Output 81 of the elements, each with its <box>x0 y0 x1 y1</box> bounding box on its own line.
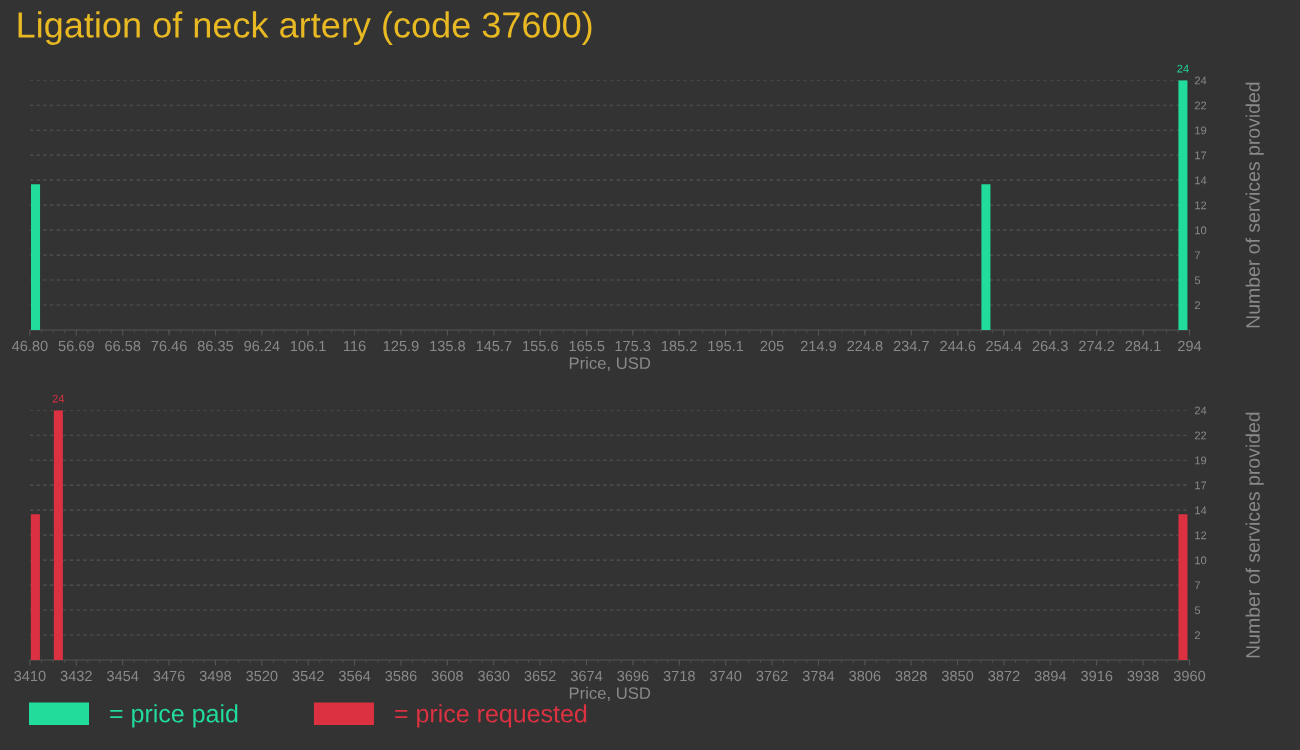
x-tick-label: 106.1 <box>290 340 326 352</box>
x-tick-label: 195.1 <box>708 340 744 352</box>
x-tick-label: 3872 <box>988 670 1020 682</box>
y-tick-label: 19 <box>1195 456 1207 465</box>
x-tick-label: 224.8 <box>847 340 883 352</box>
x-tick-label: 125.9 <box>383 340 419 352</box>
y-tick-label: 2 <box>1194 301 1200 310</box>
x-tick-label: 205 <box>760 340 784 352</box>
x-tick-label: 3916 <box>1081 670 1113 682</box>
x-tick-label: 3806 <box>849 670 881 682</box>
x-tick-label: 214.9 <box>800 340 836 352</box>
y-tick-label: 22 <box>1194 431 1207 440</box>
data-label: 24 <box>52 394 65 403</box>
x-tick-label: 3828 <box>895 670 927 682</box>
data-label: 24 <box>1177 64 1189 73</box>
x-tick-label: 3476 <box>153 670 185 682</box>
x-tick-label: 86.35 <box>197 340 234 352</box>
x-tick-label: 185.2 <box>661 340 697 352</box>
x-tick-label: 56.69 <box>58 340 94 352</box>
y-tick-label: 5 <box>1194 606 1201 615</box>
y-axis-title: Number of services provided <box>1245 82 1264 328</box>
x-tick-label: 3608 <box>431 670 463 682</box>
x-tick-label: 3762 <box>756 670 788 682</box>
y-tick-label: 12 <box>1195 531 1207 540</box>
x-tick-label: 284.1 <box>1125 340 1161 352</box>
x-tick-label: 66.58 <box>105 340 141 352</box>
x-axis-title: Price, USD <box>569 686 651 701</box>
x-tick-label: 165.5 <box>569 340 605 352</box>
y-axis-title: Number of services provided <box>1245 412 1264 658</box>
x-tick-label: 3740 <box>710 670 742 682</box>
x-tick-label: 244.6 <box>940 340 976 352</box>
x-tick-label: 3498 <box>199 670 232 682</box>
x-tick-label: 3410 <box>14 670 46 682</box>
legend-label: = price paid <box>110 704 238 728</box>
x-tick-label: 3564 <box>338 670 371 682</box>
y-tick-label: 10 <box>1195 226 1207 235</box>
x-tick-label: 254.4 <box>986 340 1022 352</box>
x-tick-label: 175.3 <box>615 340 651 352</box>
y-tick-label: 7 <box>1194 251 1200 260</box>
y-tick-label: 24 <box>1194 406 1207 415</box>
x-tick-label: 3674 <box>570 670 603 682</box>
x-tick-label: 3454 <box>107 670 139 682</box>
x-tick-label: 3850 <box>941 670 974 682</box>
x-tick-label: 3652 <box>524 670 556 682</box>
x-tick-label: 3520 <box>246 670 278 682</box>
x-tick-label: 294 <box>1178 340 1202 352</box>
y-tick-label: 5 <box>1194 276 1201 285</box>
x-tick-label: 96.24 <box>244 340 280 352</box>
x-tick-label: 76.46 <box>151 340 187 352</box>
x-tick-label: 3938 <box>1127 670 1159 682</box>
y-tick-label: 14 <box>1195 176 1207 185</box>
x-tick-label: 116 <box>344 340 366 352</box>
legend-label: = price requested <box>395 704 587 728</box>
y-tick-label: 10 <box>1195 556 1207 565</box>
y-tick-label: 19 <box>1195 126 1207 135</box>
y-tick-label: 17 <box>1195 481 1207 490</box>
x-tick-label: 155.6 <box>523 340 558 352</box>
x-tick-label: 264.3 <box>1032 340 1068 352</box>
x-axis-title: Price, USD <box>569 356 651 371</box>
x-tick-label: 274.2 <box>1079 340 1115 351</box>
x-tick-label: 3960 <box>1173 670 1206 682</box>
y-tick-label: 2 <box>1194 631 1200 640</box>
x-tick-label: 3586 <box>385 670 417 682</box>
x-tick-label: 3718 <box>663 670 695 682</box>
y-tick-label: 12 <box>1195 201 1207 210</box>
x-tick-label: 3784 <box>802 670 835 682</box>
x-tick-label: 3894 <box>1034 670 1067 682</box>
x-tick-label: 3432 <box>60 670 92 682</box>
x-tick-label: 145.7 <box>476 340 512 352</box>
x-tick-label: 3630 <box>478 670 510 682</box>
x-tick-label: 234.7 <box>893 340 929 352</box>
y-tick-label: 14 <box>1195 506 1207 515</box>
x-tick-label: 3696 <box>617 670 649 682</box>
y-tick-label: 22 <box>1194 101 1207 110</box>
y-tick-label: 17 <box>1195 151 1207 160</box>
y-tick-label: 24 <box>1194 76 1207 85</box>
x-tick-label: 3542 <box>292 670 324 682</box>
y-tick-label: 7 <box>1194 581 1200 590</box>
x-tick-label: 46.80 <box>11 340 48 352</box>
x-tick-label: 135.8 <box>430 340 466 352</box>
chart-title: Ligation of neck artery (code 37600) <box>18 11 592 45</box>
